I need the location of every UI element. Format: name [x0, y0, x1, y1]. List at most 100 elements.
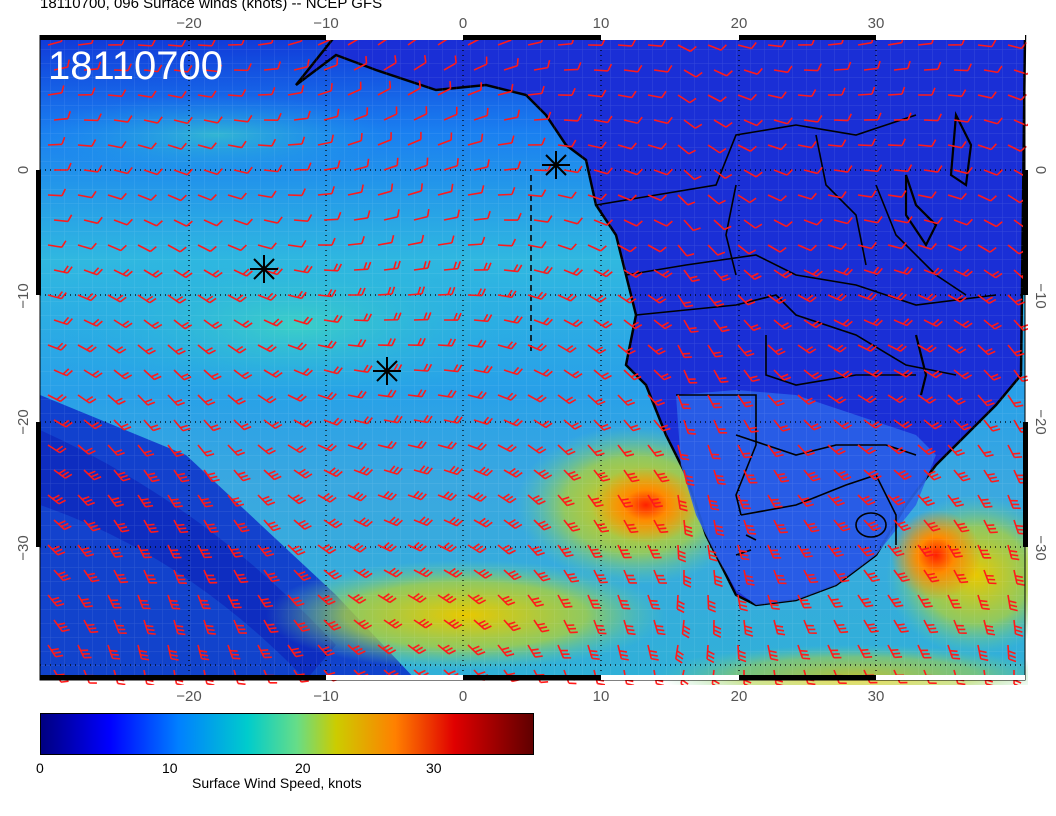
wind-barb — [527, 444, 547, 454]
wind-barb — [773, 65, 793, 74]
wind-barb — [503, 366, 523, 376]
wind-barb — [653, 116, 673, 125]
wind-barb — [713, 169, 733, 180]
wind-barb — [227, 594, 242, 609]
wind-barb — [863, 419, 883, 429]
wind-barb — [83, 369, 103, 379]
wind-barb — [623, 168, 643, 176]
wind-barb — [707, 44, 727, 51]
wind-barb — [77, 87, 96, 96]
wind-barb — [947, 192, 967, 200]
wind-barb — [683, 369, 698, 384]
wind-barb — [893, 216, 913, 224]
wind-barb — [737, 494, 751, 510]
wind-barb — [737, 394, 754, 408]
wind-barb — [887, 190, 907, 198]
wind-barb — [923, 113, 943, 122]
wind-barb — [227, 192, 247, 200]
wind-barb — [317, 237, 336, 246]
wind-barb — [677, 194, 696, 206]
wind-barb — [923, 165, 943, 173]
wind-barb — [1007, 494, 1021, 510]
wind-barb — [47, 594, 65, 607]
wind-map[interactable]: 18110700 — [36, 29, 1056, 705]
wind-barb — [383, 312, 402, 321]
wind-barb — [857, 138, 876, 147]
wind-barb — [257, 344, 277, 353]
wind-barb — [977, 594, 990, 610]
wind-barb — [443, 567, 463, 578]
wind-barb — [797, 89, 817, 98]
wind-barb — [743, 269, 762, 280]
wind-barb — [497, 544, 516, 555]
wind-barb — [593, 469, 611, 482]
wind-barb — [443, 209, 461, 221]
wind-barb — [617, 644, 629, 661]
wind-barb — [681, 619, 691, 639]
wind-barb — [737, 644, 747, 663]
wind-barb — [593, 63, 613, 72]
wind-barb — [413, 157, 429, 171]
wind-barb — [527, 494, 546, 505]
wind-barb — [683, 219, 701, 232]
wind-barb — [77, 544, 95, 557]
wind-barb — [227, 444, 246, 456]
wind-barb — [803, 319, 823, 329]
wind-barb — [893, 60, 911, 71]
wind-barb — [767, 344, 786, 356]
wind-barb — [1007, 594, 1018, 612]
wind-barb — [257, 394, 277, 404]
wind-barb — [197, 444, 215, 457]
wind-barb — [233, 166, 253, 175]
wind-barb — [383, 260, 401, 271]
wind-barb — [437, 286, 456, 296]
wind-barb — [293, 59, 310, 71]
wind-barb — [683, 469, 695, 486]
wind-barb — [533, 265, 553, 275]
wind-barb — [587, 344, 607, 355]
wind-barb — [923, 469, 942, 481]
wind-barb — [1007, 294, 1026, 306]
wind-barb — [677, 244, 695, 257]
wind-barb — [833, 267, 853, 276]
wind-barb — [53, 619, 70, 633]
lon-bottom-labels: −20 −10 0 10 20 30 — [176, 688, 884, 705]
wind-barb — [953, 166, 973, 175]
wind-barb — [653, 519, 669, 534]
map-panel[interactable]: 18110700 — [36, 29, 1056, 705]
wind-barb — [887, 494, 906, 506]
wind-barb — [653, 469, 670, 483]
wind-barb — [143, 619, 156, 635]
wind-barb — [563, 267, 583, 276]
wind-barb — [863, 569, 880, 583]
wind-barb — [617, 394, 636, 406]
wind-barb — [317, 340, 337, 349]
wind-barb — [803, 218, 823, 226]
wind-barb — [167, 394, 185, 406]
wind-barb — [53, 569, 71, 582]
wind-barb — [107, 141, 127, 149]
colorbar-tick-20: 20 — [295, 760, 311, 776]
wind-barb — [233, 319, 253, 328]
wind-barb — [353, 158, 370, 171]
wind-barb — [767, 91, 787, 99]
wind-barb — [593, 115, 613, 124]
wind-barb — [263, 519, 281, 532]
wind-barb — [293, 316, 313, 325]
wind-barb — [677, 444, 690, 461]
wind-barb — [473, 107, 489, 121]
wind-barb — [227, 644, 241, 660]
colorbar-tick-30: 30 — [426, 760, 442, 776]
wind-barb — [263, 216, 283, 224]
wind-barb — [923, 519, 941, 532]
wind-barb — [107, 294, 127, 303]
wind-barb — [647, 244, 667, 253]
wind-barb — [617, 344, 636, 355]
wind-barb — [677, 94, 697, 104]
svg-text:30: 30 — [868, 688, 885, 705]
wind-barb — [467, 390, 487, 400]
wind-barb — [533, 317, 553, 326]
wind-barb — [923, 569, 940, 583]
wind-barb — [863, 164, 883, 173]
wind-barb — [413, 54, 427, 71]
